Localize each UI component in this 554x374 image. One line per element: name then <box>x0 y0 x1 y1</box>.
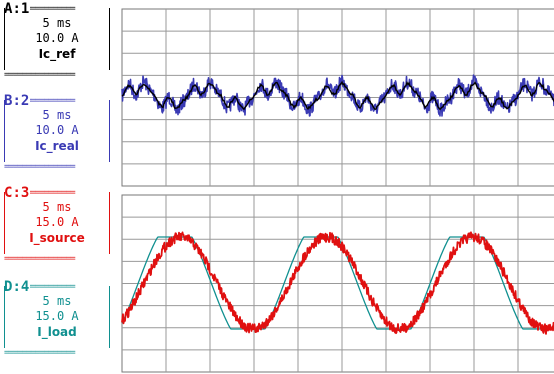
grid-bottom <box>121 194 554 373</box>
bracket-right <box>106 100 110 162</box>
channel-header: D:4 <box>4 279 31 295</box>
traces-bottom <box>121 231 554 335</box>
channel-label-c: ================ C:3 5 ms 15.0 A I_sourc… <box>4 185 110 264</box>
traces-top <box>121 74 554 117</box>
separator-bottom: ================ <box>4 348 76 358</box>
bracket-right <box>106 192 110 254</box>
channel-label-d: ================ D:4 5 ms 15.0 A I_load … <box>4 279 110 358</box>
channel-name: Ic_ref <box>38 47 76 61</box>
channel-timebase: 5 ms <box>42 108 72 122</box>
channel-name: I_load <box>37 325 77 339</box>
separator-top: ================ <box>4 4 76 14</box>
channel-name: Ic_real <box>35 139 79 153</box>
channel-scale: 10.0 A <box>35 123 79 137</box>
channel-scale: 10.0 A <box>35 31 79 45</box>
channel-name: I_source <box>29 231 85 245</box>
channel-header: C:3 <box>4 185 31 201</box>
separator-bottom: ================ <box>4 254 76 264</box>
separator-top: ================ <box>4 188 76 198</box>
separator-top: ================ <box>4 282 76 292</box>
trace-ic-ref <box>121 80 554 111</box>
trace-i-source <box>121 231 554 335</box>
channel-timebase: 5 ms <box>42 200 72 214</box>
bracket-right <box>106 8 110 70</box>
bracket-left <box>4 100 8 162</box>
bracket-left <box>4 286 8 348</box>
separator-bottom: ================ <box>4 70 76 80</box>
channel-header: A:1 <box>4 1 31 17</box>
grid-top <box>121 8 554 187</box>
channel-timebase: 5 ms <box>42 294 72 308</box>
bracket-left <box>4 192 8 254</box>
channel-scale: 15.0 A <box>35 215 79 229</box>
channel-timebase: 5 ms <box>42 16 72 30</box>
trace-ic-real <box>121 74 554 117</box>
separator-bottom: ================ <box>4 162 76 172</box>
bracket-right <box>106 286 110 348</box>
channel-label-b: ================ B:2 5 ms 10.0 A Ic_real… <box>4 93 110 172</box>
channel-label-a: ================ A:1 5 ms 10.0 A Ic_ref … <box>4 1 110 80</box>
channel-scale: 15.0 A <box>35 309 79 323</box>
bracket-left <box>4 8 8 70</box>
separator-top: ================ <box>4 96 76 106</box>
channel-header: B:2 <box>4 93 31 109</box>
